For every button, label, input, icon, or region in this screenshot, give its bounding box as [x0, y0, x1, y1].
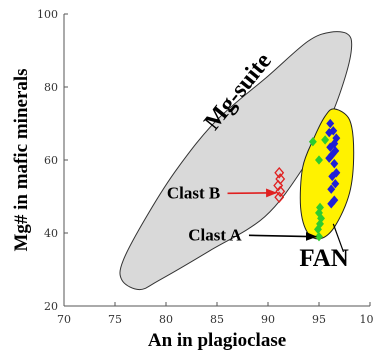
- y-axis-title: Mg# in mafic minerals: [11, 68, 32, 251]
- clast-a-arrow: [248, 231, 318, 241]
- data-point-series-3: [275, 185, 286, 198]
- data-point-series-1: [328, 171, 337, 182]
- data-point-series-1: [325, 127, 334, 138]
- y-tick-label: 60: [44, 154, 58, 167]
- clast-b-label: Clast B: [167, 183, 220, 202]
- x-tick-label: 80: [159, 313, 173, 326]
- x-tick-label: 100: [360, 313, 374, 326]
- x-axis-title: An in plagioclase: [148, 330, 286, 351]
- clast-a-label: Clast A: [188, 225, 242, 244]
- y-tick-label: 80: [44, 81, 58, 94]
- y-tick-label: 20: [44, 300, 58, 313]
- mg-suite-field: [119, 31, 353, 291]
- x-tick-label: 90: [261, 313, 275, 326]
- data-point-series-2: [308, 137, 317, 147]
- fan-label: FAN: [299, 245, 349, 272]
- data-point-series-2: [321, 135, 330, 145]
- data-point-series-1: [325, 153, 334, 163]
- data-point-series-1: [330, 158, 339, 169]
- x-tick-label: 70: [57, 313, 71, 326]
- data-point-series-1: [326, 118, 335, 129]
- data-point-series-3: [274, 166, 285, 179]
- data-point-series-1: [326, 142, 335, 152]
- data-point-series-1: [327, 184, 336, 194]
- x-tick-label: 95: [312, 313, 326, 326]
- data-point-series-1: [331, 179, 340, 189]
- y-tick-label: 100: [37, 8, 58, 21]
- data-point-series-3: [273, 179, 284, 192]
- fan-leader-line: [332, 223, 345, 253]
- data-points: [273, 118, 341, 242]
- data-point-series-1: [327, 199, 336, 209]
- x-tick-label: 85: [210, 313, 224, 326]
- data-point-series-2: [315, 155, 323, 165]
- x-tick-label: 75: [108, 313, 122, 326]
- axis-ticks: 70 75 80 85 90 95 100 20 40 60 80 100: [37, 8, 374, 326]
- y-tick-label: 40: [44, 227, 58, 240]
